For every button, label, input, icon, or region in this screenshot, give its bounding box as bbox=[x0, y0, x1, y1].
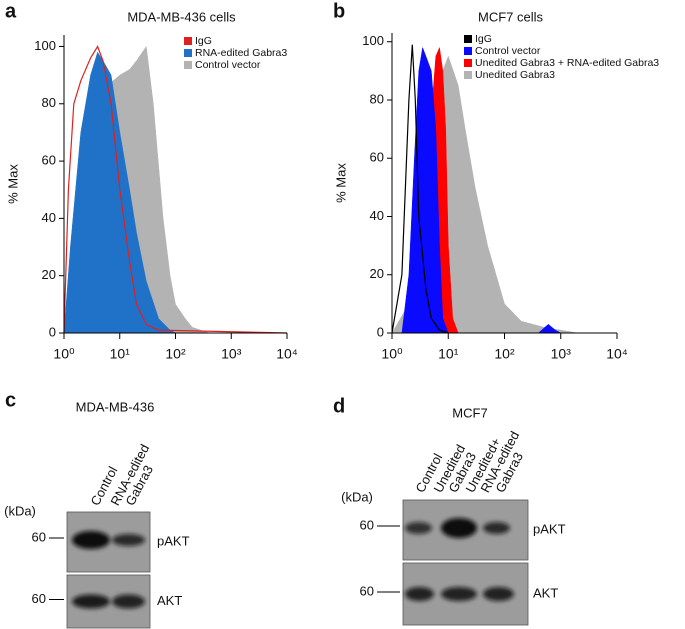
marker-label: 60 bbox=[32, 591, 46, 606]
x-tick-label: 10⁴ bbox=[276, 346, 298, 362]
x-tick-label: 10⁰ bbox=[53, 346, 75, 362]
blot-band bbox=[483, 587, 514, 601]
blot-band bbox=[112, 534, 145, 546]
y-axis-label: % Max bbox=[5, 164, 20, 204]
y-tick-label: 20 bbox=[42, 267, 56, 282]
x-tick-label: 10³ bbox=[551, 346, 572, 362]
legend-label: IgG bbox=[475, 33, 492, 45]
x-tick-label: 10² bbox=[165, 346, 186, 362]
x-tick-label: 10⁴ bbox=[606, 346, 628, 362]
legend-swatch bbox=[184, 49, 192, 57]
blot-band bbox=[441, 587, 477, 601]
x-tick-label: 10¹ bbox=[110, 346, 131, 362]
legend-swatch bbox=[464, 59, 472, 67]
kda-label: (kDa) bbox=[341, 489, 373, 504]
panel-letter: c bbox=[5, 389, 16, 411]
legend-label: Unedited Gabra3 bbox=[475, 69, 555, 81]
legend-label: Unedited Gabra3 + RNA-edited Gabra3 bbox=[475, 57, 659, 69]
blot-band bbox=[72, 531, 110, 549]
y-tick-label: 80 bbox=[370, 91, 384, 106]
blot-title: MCF7 bbox=[452, 405, 487, 420]
y-axis-label: % Max bbox=[333, 163, 348, 203]
x-tick-label: 10³ bbox=[221, 346, 242, 362]
marker-label: 60 bbox=[32, 529, 46, 544]
blot-band bbox=[483, 522, 510, 534]
y-tick-label: 20 bbox=[370, 266, 384, 281]
legend-label: Control vector bbox=[475, 45, 541, 57]
legend-swatch bbox=[184, 61, 192, 69]
legend-label: Control vector bbox=[195, 59, 261, 71]
blot-title: MDA-MB-436 bbox=[76, 399, 155, 414]
blot-band bbox=[441, 518, 477, 538]
panel-letter: b bbox=[333, 0, 345, 22]
panel-letter: d bbox=[333, 395, 345, 417]
chart-title: MDA-MB-436 cells bbox=[127, 9, 236, 24]
chart-title: MCF7 cells bbox=[478, 9, 544, 24]
y-tick-label: 100 bbox=[362, 33, 384, 48]
blot-band bbox=[405, 587, 434, 601]
x-tick-label: 10¹ bbox=[438, 346, 459, 362]
kda-label: (kDa) bbox=[4, 503, 36, 518]
marker-label: 60 bbox=[360, 517, 374, 532]
blot-band bbox=[112, 594, 145, 609]
protein-label: pAKT bbox=[157, 533, 190, 548]
y-tick-label: 60 bbox=[42, 153, 56, 168]
marker-label: 60 bbox=[360, 583, 374, 598]
y-tick-label: 0 bbox=[49, 324, 56, 339]
legend-label: IgG bbox=[195, 35, 212, 47]
blot-band bbox=[72, 594, 110, 609]
y-tick-label: 40 bbox=[370, 208, 384, 223]
y-tick-label: 80 bbox=[42, 95, 56, 110]
y-tick-label: 40 bbox=[42, 210, 56, 225]
protein-label: AKT bbox=[533, 585, 558, 600]
legend-label: RNA-edited Gabra3 bbox=[195, 47, 287, 59]
y-tick-label: 60 bbox=[370, 150, 384, 165]
x-tick-label: 10² bbox=[494, 346, 515, 362]
histogram-line bbox=[391, 44, 449, 334]
blot-band bbox=[405, 522, 432, 534]
legend-swatch bbox=[464, 71, 472, 79]
legend-swatch bbox=[464, 47, 472, 55]
histogram-area bbox=[401, 46, 561, 334]
y-tick-label: 0 bbox=[377, 324, 384, 339]
histogram-line bbox=[63, 45, 288, 334]
y-tick-label: 100 bbox=[34, 38, 56, 53]
x-tick-label: 10⁰ bbox=[381, 346, 403, 362]
legend-swatch bbox=[184, 37, 192, 45]
panel-letter: a bbox=[5, 0, 17, 22]
legend-swatch bbox=[464, 35, 472, 43]
protein-label: pAKT bbox=[533, 521, 566, 536]
protein-label: AKT bbox=[157, 593, 182, 608]
